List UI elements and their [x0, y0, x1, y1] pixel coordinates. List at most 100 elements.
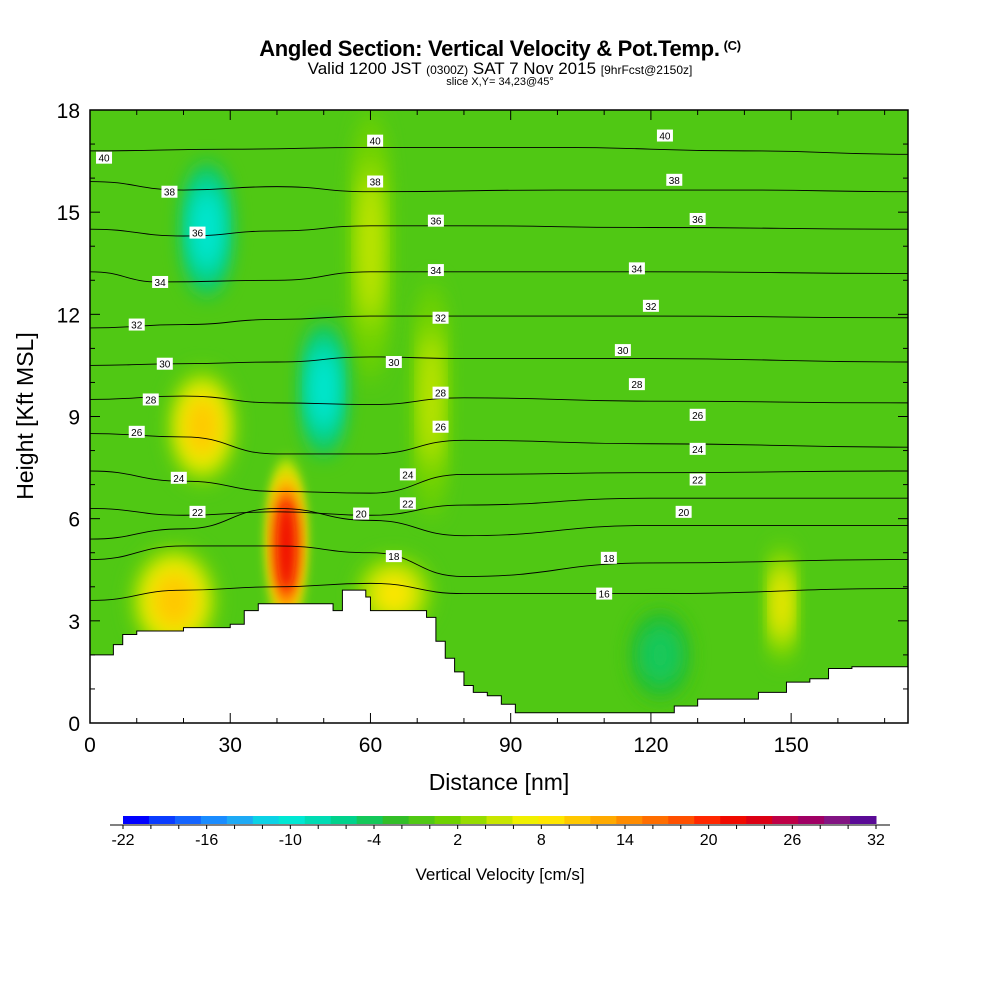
- contour-label-box: [656, 129, 673, 142]
- contour-label-22: 22: [189, 505, 206, 519]
- x-tick-label: 30: [219, 734, 242, 757]
- contour-label-box: [128, 425, 145, 438]
- contour-label-38: 38: [367, 175, 384, 189]
- contour-label-text: 24: [692, 445, 704, 456]
- contour-label-text: 18: [388, 552, 400, 563]
- y-tick-label: 15: [57, 202, 80, 225]
- contour-label-box: [666, 173, 683, 186]
- contour-label-box: [432, 311, 449, 324]
- colorbar-swatch: [148, 816, 176, 824]
- contour-label-box: [156, 357, 173, 370]
- contour-label-text: 22: [402, 499, 414, 510]
- contour-label-24: 24: [399, 468, 416, 481]
- contour-label-26: 26: [432, 420, 449, 434]
- contour-label-text: 24: [402, 470, 414, 481]
- x-tick-label: 120: [633, 734, 668, 757]
- chart-title-units: (C): [723, 38, 741, 53]
- contour-label-40: 40: [656, 129, 673, 143]
- contour-label-28: 28: [142, 393, 159, 406]
- contour-label-text: 32: [435, 314, 447, 325]
- valid-date: SAT 7 Nov 2015: [472, 59, 597, 78]
- terrain: [90, 589, 908, 723]
- contour-label-26: 26: [689, 408, 706, 422]
- contour-label-box: [128, 318, 145, 331]
- contour-label-text: 34: [155, 278, 167, 289]
- contour-label-38: 38: [666, 173, 683, 187]
- y-tick-label: 18: [57, 100, 80, 123]
- isentrope-20: [90, 507, 908, 540]
- colorbar-swatch: [356, 816, 384, 824]
- contour-label-box: [600, 551, 617, 564]
- contour-label-text: 38: [164, 188, 176, 199]
- contour-label-text: 18: [603, 554, 615, 565]
- contour-label-text: 34: [631, 264, 643, 275]
- contour-label-32: 32: [642, 299, 659, 313]
- contour-label-box: [142, 393, 159, 406]
- colorbar-swatch: [252, 816, 280, 824]
- isentrope-34: [90, 271, 908, 283]
- contour-label-box: [353, 507, 370, 520]
- colorbar-tick-label: 26: [783, 832, 801, 849]
- isentrope-38: [90, 181, 908, 193]
- contour-label-text: 36: [430, 217, 442, 228]
- isentrope-16: [90, 582, 908, 601]
- isentrope-30: [90, 356, 908, 366]
- colorbar-swatch: [746, 816, 773, 824]
- colorbar-swatch: [824, 816, 851, 824]
- colorbar-swatch: [538, 816, 565, 824]
- contour-label-40: 40: [96, 151, 113, 165]
- contour-label-text: 30: [159, 360, 171, 371]
- contour-label-box: [614, 344, 631, 357]
- contour-label-box: [675, 505, 692, 518]
- contour-label-18: 18: [600, 551, 617, 565]
- colorbar-swatch: [798, 816, 825, 824]
- x-tick-label: 60: [359, 734, 382, 757]
- colorbar-swatch: [772, 816, 799, 824]
- contour-label-24: 24: [689, 442, 706, 456]
- contour-label-box: [628, 262, 645, 275]
- contour-label-28: 28: [432, 386, 449, 400]
- contour-label-text: 24: [173, 474, 185, 485]
- contour-labels: 40 40 40 38 38 38 36 36 36 34 34 34 32 32 32 30 30 30 28 28…: [96, 129, 706, 601]
- colorbar-swatch: [330, 816, 358, 824]
- contour-label-36: 36: [189, 226, 206, 240]
- velocity-blob: [774, 572, 789, 636]
- colorbar-swatch: [642, 816, 669, 824]
- contour-label-box: [689, 212, 706, 225]
- contour-label-24: 24: [170, 471, 187, 485]
- colorbar-swatch: [668, 816, 695, 824]
- y-tick-label: 6: [68, 509, 80, 532]
- colorbar-swatch: [226, 816, 254, 824]
- contour-label-text: 20: [356, 510, 368, 521]
- isentrope-36: [90, 225, 908, 237]
- contour-label-text: 32: [645, 302, 657, 313]
- colorbar-swatch: [123, 816, 150, 824]
- colorbar-tick-label: 2: [453, 832, 462, 849]
- contour-label-box: [189, 505, 206, 518]
- colorbar-swatch: [200, 816, 228, 824]
- colorbar-swatch: [512, 816, 539, 824]
- velocity-blob: [645, 632, 675, 678]
- contour-label-box: [96, 151, 113, 164]
- velocity-blob: [312, 354, 335, 425]
- valid-prefix: Valid 1200 JST: [307, 59, 422, 78]
- colorbar-swatch: [694, 816, 721, 824]
- contour-label-box: [642, 299, 659, 312]
- isentrope-26: [90, 433, 908, 455]
- contour-label-40: 40: [367, 134, 384, 148]
- colorbar-tick-label: -10: [279, 832, 302, 849]
- contour-label-box: [689, 473, 706, 486]
- contour-label-30: 30: [156, 357, 173, 371]
- contour-label-box: [367, 175, 384, 188]
- y-tick-label: 0: [68, 713, 80, 736]
- contour-label-32: 32: [432, 311, 449, 325]
- isentrope-24: [90, 470, 908, 494]
- colorbar-swatch: [382, 816, 410, 824]
- contour-label-text: 28: [631, 380, 643, 391]
- contour-label-box: [432, 420, 449, 433]
- contour-label-box: [432, 386, 449, 399]
- contour-label-box: [399, 497, 416, 510]
- contour-label-30: 30: [614, 344, 631, 357]
- contour-label-box: [399, 468, 416, 481]
- colorbar-swatch: [278, 816, 306, 824]
